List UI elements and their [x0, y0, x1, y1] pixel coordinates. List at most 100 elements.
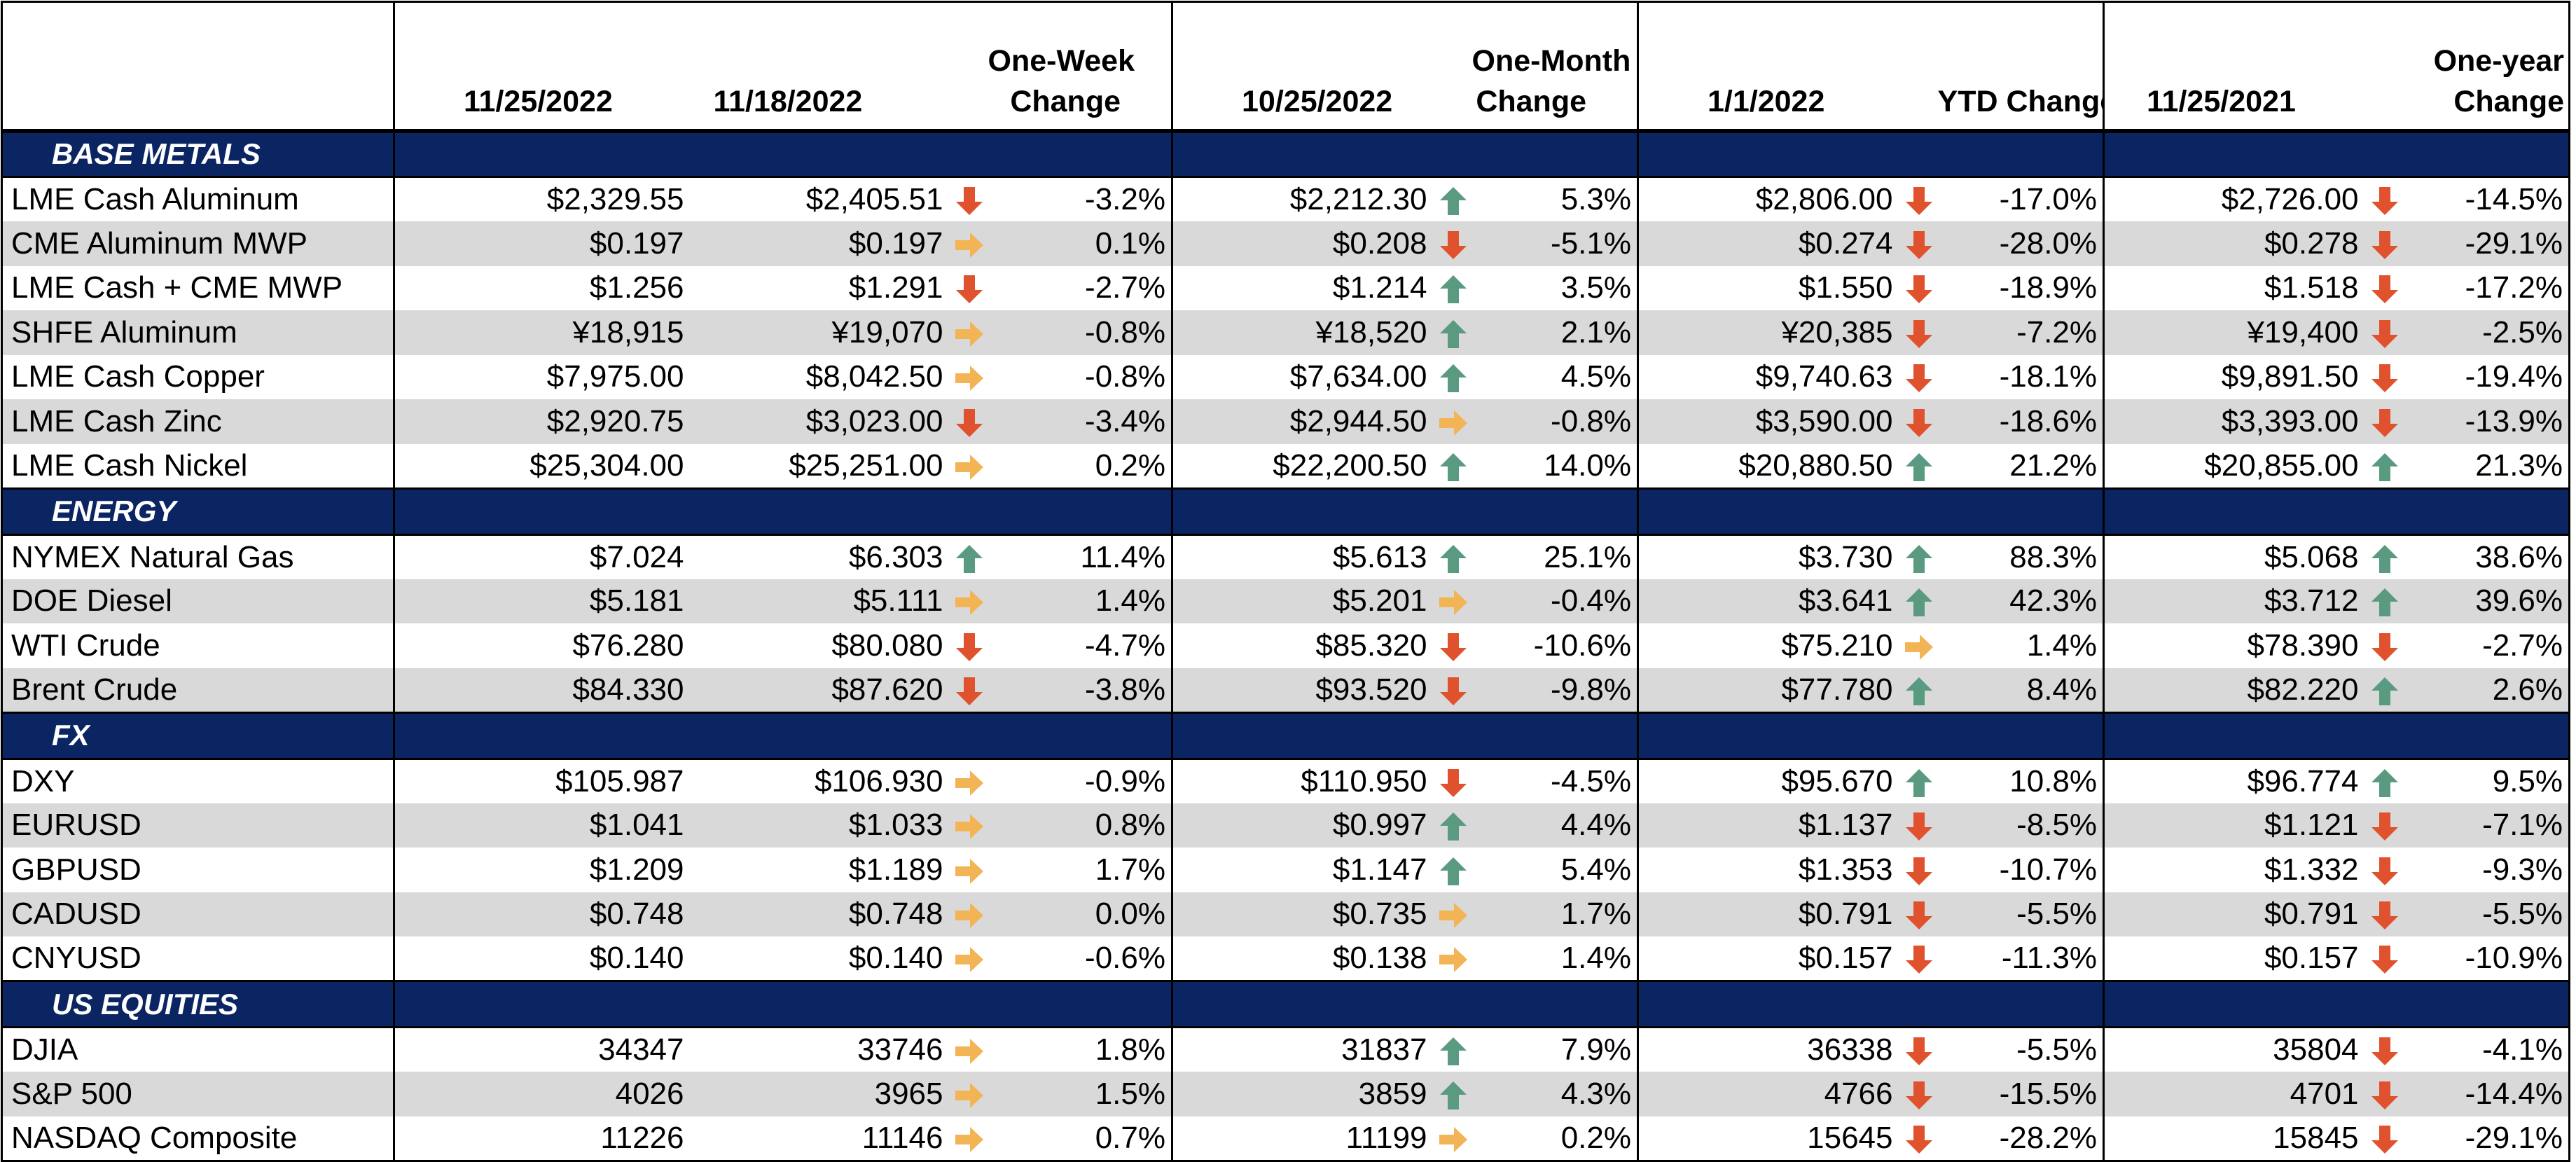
down-arrow-icon [2363, 1072, 2404, 1116]
value-year-ago: 4701 [2290, 1076, 2359, 1111]
down-arrow-icon [1897, 803, 1938, 848]
value-month-ago: $5.201 [1332, 583, 1427, 618]
section-header-row: ENERGY [1, 487, 2571, 536]
one-week-change: -0.9% [988, 759, 1173, 803]
table-row: CNYUSD $0.140 $0.140 -0.6% $0.138 1.4% $0.157 -… [1, 936, 2571, 981]
value-ytd: $9,740.63 [1755, 359, 1893, 394]
up-arrow-icon [1432, 310, 1472, 355]
ytd-change: -5.5% [1937, 892, 2105, 936]
value-current: 34347 [598, 1032, 684, 1067]
value-ytd: $3,590.00 [1755, 403, 1893, 438]
down-arrow-icon [2363, 266, 2404, 311]
row-label: CME Aluminum MWP [1, 221, 395, 266]
one-year-change: -4.1% [2403, 1027, 2571, 1072]
one-month-change: 3.5% [1471, 265, 1639, 310]
table-row: Brent Crude $84.330 $87.620 -3.8% $93.520 -9.… [1, 668, 2571, 713]
section-header-row: BASE METALS [1, 130, 2571, 178]
value-current: $2,329.55 [546, 182, 684, 216]
value-week-ago: $0.748 [848, 897, 943, 932]
section-title: BASE METALS [1, 130, 395, 178]
one-year-change: -29.1% [2403, 1116, 2571, 1162]
one-year-change: -2.7% [2403, 623, 2571, 668]
row-label: WTI Crude [1, 623, 395, 668]
flat-arrow-icon [948, 310, 988, 355]
flat-arrow-icon [1432, 936, 1472, 981]
down-arrow-icon [2363, 310, 2404, 355]
value-current: ¥18,915 [572, 314, 684, 350]
value-ytd: $3.641 [1798, 583, 1893, 618]
value-year-ago: 15845 [2103, 1116, 2363, 1162]
row-label: LME Cash + CME MWP [1, 265, 395, 310]
value-ytd: $1.137 [1798, 808, 1893, 843]
one-month-change: 4.4% [1471, 803, 1639, 848]
value-current: $2,920.75 [546, 403, 684, 438]
row-label: GBPUSD [1, 848, 395, 892]
row-label: LME Cash Copper [1, 354, 395, 399]
flat-arrow-icon [947, 1116, 988, 1162]
up-arrow-icon [2363, 759, 2404, 803]
ytd-change: 10.8% [1937, 759, 2105, 803]
up-arrow-icon [1897, 534, 1938, 579]
one-month-change: 4.3% [1471, 1072, 1639, 1116]
value-ytd: $0.274 [1798, 226, 1893, 261]
value-year-ago: $3,393.00 [2221, 403, 2359, 438]
table-row: LME Cash Nickel $25,304.00 $25,251.00 0.2% $… [1, 443, 2571, 489]
value-month-ago: $1.214 [1332, 270, 1427, 305]
one-year-change: -14.5% [2403, 177, 2571, 221]
down-arrow-icon [1897, 892, 1938, 937]
table-row: CME Aluminum MWP $0.197 $0.197 0.1% $0.208 -5… [1, 221, 2571, 266]
value-week-ago: $8,042.50 [805, 359, 943, 394]
value-week-ago: $5.111 [853, 583, 943, 618]
down-arrow-icon [1897, 1072, 1938, 1116]
up-arrow-icon [1432, 444, 1472, 489]
down-arrow-icon [1897, 399, 1938, 444]
value-year-ago: $9,891.50 [2221, 359, 2359, 394]
header-one-year-change: One-year Change [2403, 1, 2571, 133]
flat-arrow-icon [948, 759, 988, 803]
flat-arrow-icon [1431, 1116, 1472, 1162]
ytd-change: -11.3% [1937, 936, 2105, 981]
one-year-change: -13.9% [2403, 399, 2571, 444]
up-arrow-icon [1897, 444, 1938, 489]
up-arrow-icon [1432, 534, 1472, 579]
value-month-ago: $7,634.00 [1289, 359, 1427, 394]
value-ytd: 36338 [1807, 1032, 1893, 1067]
down-arrow-icon [2363, 1028, 2404, 1072]
value-year-ago: 35804 [2273, 1032, 2359, 1067]
ytd-change: -5.5% [1937, 1027, 2105, 1072]
one-month-change: -5.1% [1471, 221, 1639, 266]
value-year-ago: $1.121 [2264, 808, 2359, 843]
table-row: LME Cash + CME MWP $1.256 $1.291 -2.7% $1.21… [1, 265, 2571, 311]
row-label: NASDAQ Composite [1, 1116, 395, 1162]
value-month-ago: $85.320 [1315, 628, 1427, 663]
down-arrow-icon [1432, 623, 1472, 668]
header-blank [1, 1, 395, 133]
one-week-change: 11.4% [988, 534, 1173, 579]
value-current: $25,304.00 [529, 448, 684, 483]
value-current: $0.197 [589, 226, 684, 261]
value-month-ago: $0.208 [1332, 226, 1427, 261]
down-arrow-icon [1897, 848, 1938, 892]
row-label: SHFE Aluminum [1, 310, 395, 355]
ytd-change: -17.0% [1937, 177, 2105, 221]
one-month-change: 25.1% [1471, 534, 1639, 579]
value-week-ago: $3,023.00 [805, 403, 943, 438]
value-ytd: $77.780 [1781, 672, 1893, 707]
up-arrow-icon [1897, 668, 1938, 713]
value-month-ago: $0.138 [1332, 941, 1427, 975]
one-month-change: -0.8% [1471, 399, 1639, 444]
value-week-ago: $6.303 [848, 539, 943, 574]
ytd-change: -28.2% [1937, 1116, 2105, 1162]
flat-arrow-icon [1432, 892, 1472, 937]
one-month-change: 2.1% [1471, 310, 1639, 355]
row-label: DXY [1, 759, 395, 803]
section-header-row: FX [1, 711, 2571, 760]
value-month-ago: 3859 [1358, 1076, 1427, 1111]
value-current: $1.041 [589, 808, 684, 843]
up-arrow-icon [1432, 177, 1472, 222]
up-arrow-icon [1897, 579, 1938, 624]
ytd-change: -7.2% [1937, 310, 2105, 355]
header-row: 11/25/2022 11/18/2022 One-Week Change 10/… [1, 1, 2571, 133]
flat-arrow-icon [1897, 623, 1938, 668]
